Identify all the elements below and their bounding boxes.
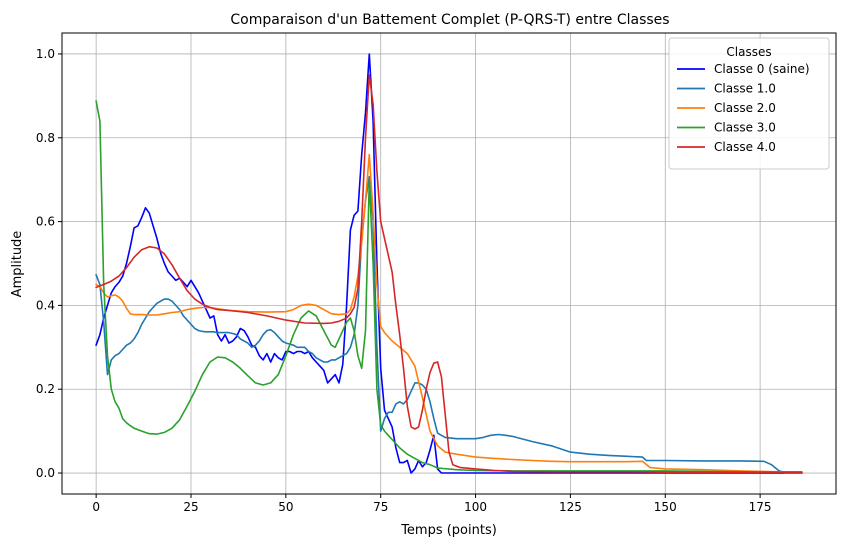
- x-tick-label: 175: [749, 500, 772, 514]
- x-tick-label: 75: [373, 500, 388, 514]
- legend-label-3: Classe 3.0: [714, 121, 776, 135]
- x-tick-label: 50: [278, 500, 293, 514]
- y-axis-label: Amplitude: [10, 231, 25, 298]
- x-tick-label: 125: [559, 500, 582, 514]
- legend-label-0: Classe 0 (saine): [714, 62, 810, 76]
- x-tick-label: 100: [464, 500, 487, 514]
- y-axis-ticks: 0.0 0.2 0.4 0.6 0.8 1.0: [36, 47, 62, 480]
- series-line-1: [95, 175, 803, 474]
- legend-title: Classes: [726, 45, 771, 59]
- y-tick-label: 0.2: [36, 382, 55, 396]
- legend: Classes Classe 0 (saine)Classe 1.0Classe…: [668, 37, 830, 170]
- legend-box: [668, 37, 830, 170]
- plot-frame: [61, 32, 837, 495]
- series-lines: [95, 53, 803, 474]
- y-tick-label: 0.8: [36, 131, 55, 145]
- series-line-4: [95, 74, 803, 474]
- legend-label-2: Classe 2.0: [714, 101, 776, 115]
- series-line-3: [95, 100, 803, 474]
- x-tick-label: 150: [654, 500, 677, 514]
- series-line-0: [95, 53, 803, 474]
- x-axis-label: Temps (points): [400, 523, 497, 538]
- x-tick-label: 25: [183, 500, 198, 514]
- x-tick-label: 0: [92, 500, 100, 514]
- y-tick-label: 0.4: [36, 298, 55, 312]
- series-line-2: [95, 153, 803, 473]
- y-tick-label: 0.0: [36, 466, 55, 480]
- y-tick-label: 1.0: [36, 47, 55, 61]
- legend-label-1: Classe 1.0: [714, 82, 776, 96]
- legend-items: Classe 0 (saine) Classe 1.0 Classe 2.0 Clas…: [677, 62, 810, 154]
- legend-label-4: Classe 4.0: [714, 140, 776, 154]
- y-tick-label: 0.6: [36, 215, 55, 229]
- x-axis-ticks: 0 25 50 75 100 125 150 175: [92, 494, 772, 514]
- chart-title: Comparaison d'un Battement Complet (P-QR…: [230, 12, 669, 28]
